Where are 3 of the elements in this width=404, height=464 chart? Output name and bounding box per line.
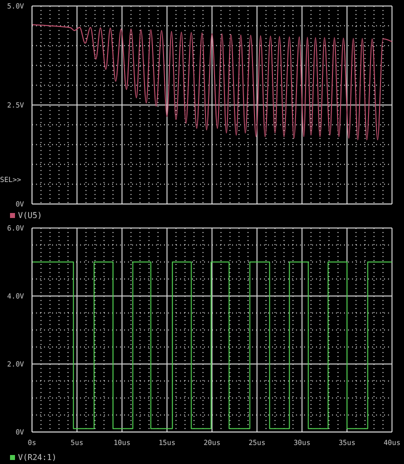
legend-label: V(U5) [18,210,42,220]
line-series [32,24,392,140]
legend-label: V(R24:1) [18,452,57,462]
